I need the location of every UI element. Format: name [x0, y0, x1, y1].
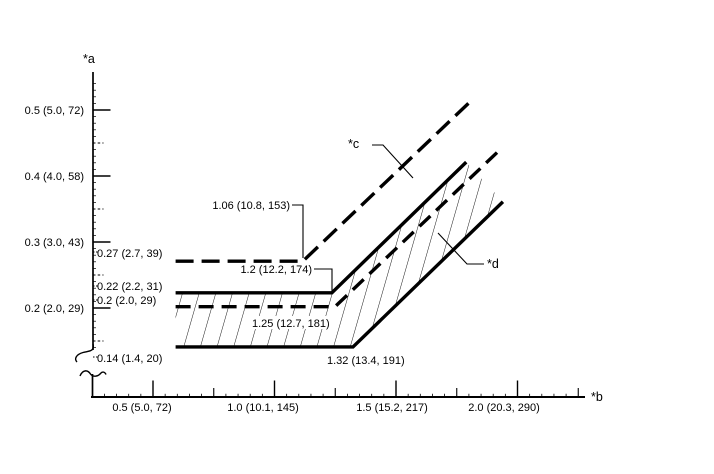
curve-label: *c	[348, 137, 359, 151]
series-line-d-lower-solid	[175, 200, 505, 349]
y-side-annotation-label: 0.14 (1.4, 20)	[97, 353, 162, 365]
y-tick-label: 0.3 (3.0, 43)	[25, 237, 84, 249]
x-tick-label: 1.5 (15.2, 217)	[356, 402, 428, 414]
series-line-c-upper-dashed	[175, 98, 473, 263]
point-label: 1.06 (10.8, 153)	[212, 200, 290, 212]
x-axis-title: *b	[591, 390, 603, 404]
x-tick-label: 0.5 (5.0, 72)	[112, 402, 171, 414]
y-side-annotation-label: 0.27 (2.7, 39)	[97, 248, 162, 260]
x-tick-label: 2.0 (20.3, 290)	[468, 402, 540, 414]
point-label: 1.25 (12.7, 181)	[252, 318, 330, 330]
point-label-leader	[314, 268, 333, 291]
y-side-annotation-label: 0.2 (2.0, 29)	[97, 295, 156, 307]
x-tick-label: 1.0 (10.1, 145)	[227, 402, 299, 414]
series-line-upper-solid	[175, 160, 468, 295]
point-label-bg	[248, 316, 334, 329]
point-label: 1.32 (13.4, 191)	[327, 355, 405, 367]
curve-label-leader	[437, 232, 484, 265]
y-axis-break-mark-upper	[74, 343, 95, 363]
point-label: 1.2 (12.2, 174)	[240, 264, 312, 276]
curve-label-leader	[372, 144, 414, 179]
point-label-leader	[292, 204, 304, 258]
y-tick-label: 0.2 (2.0, 29)	[25, 303, 84, 315]
y-tick-label: 0.5 (5.0, 72)	[25, 105, 84, 117]
curve-label: *d	[487, 257, 499, 271]
series-line-middle-dashed	[175, 150, 500, 309]
y-axis-break-mark-lower	[79, 370, 107, 377]
y-side-annotation-label: 0.22 (2.2, 31)	[97, 281, 162, 293]
hatch-region	[175, 162, 503, 347]
y-axis-title: *a	[83, 52, 95, 66]
y-tick-label: 0.4 (4.0, 58)	[25, 171, 84, 183]
